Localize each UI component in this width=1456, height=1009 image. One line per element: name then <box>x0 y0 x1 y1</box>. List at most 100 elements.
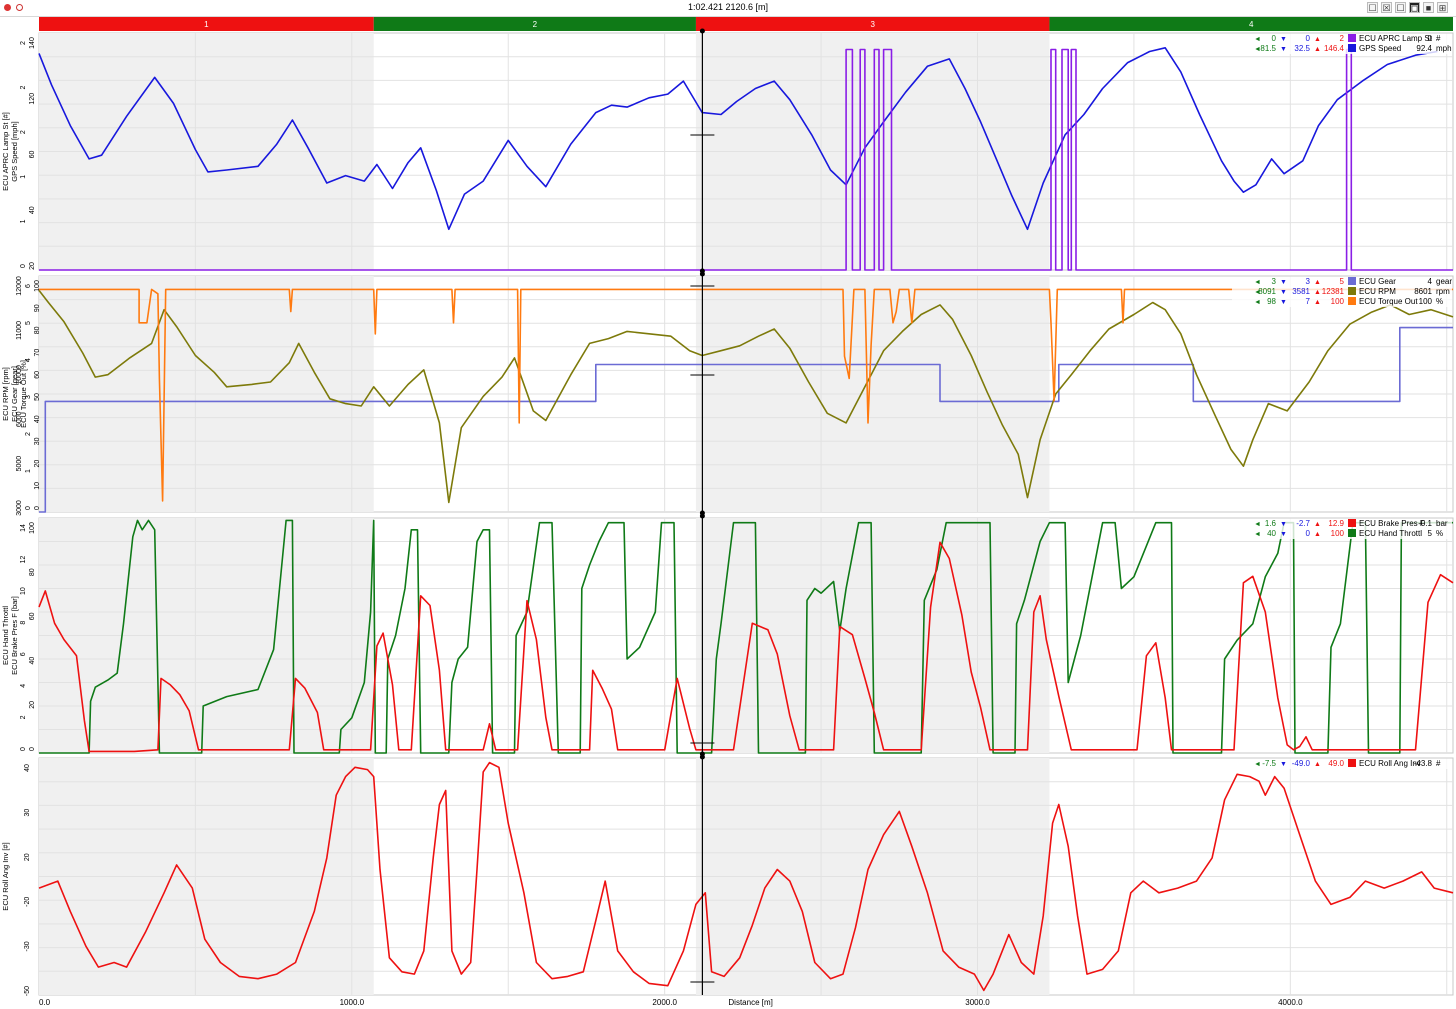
avg-arrow-icon: ▼ <box>1280 36 1287 43</box>
close-pane-icon[interactable]: ☒ <box>1381 2 1392 13</box>
y-tick-label: 40 <box>24 764 31 772</box>
y-tick-label: 3000 <box>16 500 23 516</box>
y-tick-label: 5 <box>25 321 32 325</box>
legend-unit: # <box>1436 759 1441 768</box>
record-icon[interactable] <box>4 4 11 11</box>
grid-icon[interactable]: ⊞ <box>1437 2 1448 13</box>
legend-avg: 3581 <box>1292 287 1310 296</box>
legend-value: -0.1 <box>1418 519 1432 528</box>
legend-name: ECU Hand Throttl <box>1359 529 1422 538</box>
series-line-ecu-gear <box>39 326 1453 513</box>
y-tick-label: 90 <box>34 304 41 312</box>
pane-1: ECU APRC Lamp St [#] GPS Speed [mph] 0 1 1 2 2… <box>1 32 1454 271</box>
min-arrow-icon: ◄ <box>1254 531 1261 538</box>
y-tick-label: 40 <box>29 206 36 214</box>
y-tick-label: 20 <box>29 262 36 270</box>
legend-swatch <box>1348 277 1356 285</box>
legend-bg <box>1232 297 1452 307</box>
y-tick-label: 3 <box>25 395 32 399</box>
legend-name: GPS Speed <box>1359 44 1401 53</box>
legend-min: 3 <box>1272 277 1277 286</box>
maximize-icon[interactable]: ☐ <box>1395 2 1406 13</box>
legend-swatch <box>1348 44 1356 52</box>
y-tick-label: 70 <box>34 349 41 357</box>
legend-avg: 0 <box>1306 34 1311 43</box>
legend: ◄ 0 ▼ 0 ▲ 2 ECU APRC Lamp St0 #◄ 81.5 ▼ 32.5 ▲ 146.4… <box>1232 34 1452 54</box>
y-axis-label: GPS Speed [mph] <box>10 121 19 181</box>
y-tick-label: 0 <box>20 747 27 751</box>
max-arrow-icon: ▲ <box>1314 36 1321 43</box>
legend-bg <box>1232 519 1452 529</box>
y-tick-label: 100 <box>29 522 36 534</box>
legend-unit: bar <box>1436 519 1448 528</box>
y-axis-label: ECU RPM [rpm] <box>1 367 10 421</box>
legend-bg <box>1232 759 1452 769</box>
y-tick-label: 0 <box>20 264 27 268</box>
min-arrow-icon: ◄ <box>1254 36 1261 43</box>
legend-value: 92.4 <box>1416 44 1432 53</box>
legend-min: 0 <box>1272 34 1277 43</box>
legend: ◄ 1.6 ▼ -2.7 ▲ 12.9 ECU Brake Pres F-0.1 bar ◄ 40… <box>1232 519 1452 539</box>
legend-min: 98 <box>1267 297 1276 306</box>
target-icon[interactable] <box>16 4 23 11</box>
y-axis-label: ECU APRC Lamp St [#] <box>1 112 10 191</box>
legend-avg: 3 <box>1306 277 1311 286</box>
sector-label-3: 3 <box>870 20 875 29</box>
y-tick-label: 60 <box>29 612 36 620</box>
y-tick-label: 30 <box>24 809 31 817</box>
series-line-ecu-aprc-lamp-st <box>39 48 1453 271</box>
y-tick-label: 40 <box>29 657 36 665</box>
legend-swatch <box>1348 34 1356 42</box>
legend-name: ECU Gear <box>1359 277 1396 286</box>
min-arrow-icon: ◄ <box>1254 279 1261 286</box>
y-tick-label: 10 <box>20 587 27 595</box>
series-line-gps-speed <box>38 47 1438 231</box>
legend-avg: -2.7 <box>1296 519 1310 528</box>
legend-max: 2 <box>1340 34 1345 43</box>
layout-icon[interactable]: ▣ <box>1409 2 1420 13</box>
legend-value: 5 <box>1428 529 1433 538</box>
legend-unit: mph <box>1436 44 1452 53</box>
y-tick-label: 0 <box>34 506 41 510</box>
legend: ◄ -7.5 ▼ -49.0 ▲ 49.0 ECU Roll Ang Inv-43.8 # <box>1232 759 1452 769</box>
sector-bar-4 <box>1049 17 1453 31</box>
y-tick-label: 4 <box>20 684 27 688</box>
series-line-ecu-hand-throttl <box>39 519 1453 754</box>
min-arrow-icon: ◄ <box>1254 521 1261 528</box>
legend-unit: # <box>1436 34 1441 43</box>
y-tick-label: -50 <box>24 986 31 996</box>
y-axis-label: ECU Roll Ang Inv [#] <box>1 842 10 910</box>
y-tick-label: 140 <box>29 37 36 49</box>
y-tick-label: 2 <box>20 86 27 90</box>
y-tick-label: 2 <box>20 41 27 45</box>
x-tick-label: 4000.0 <box>1278 998 1303 1007</box>
legend-max: 100 <box>1331 529 1345 538</box>
sector-bar-1 <box>39 17 374 31</box>
avg-arrow-icon: ▼ <box>1280 279 1287 286</box>
legend-avg: -49.0 <box>1292 759 1311 768</box>
x-tick-label: 3000.0 <box>965 998 990 1007</box>
min-arrow-icon: ◄ <box>1254 299 1261 306</box>
legend-name: ECU RPM <box>1359 287 1396 296</box>
x-tick-label: 1000.0 <box>340 998 365 1007</box>
legend-swatch <box>1348 529 1356 537</box>
legend-name: ECU Roll Ang Inv <box>1359 759 1421 768</box>
legend-value: 4 <box>1428 277 1433 286</box>
legend-value: -43.8 <box>1414 759 1433 768</box>
sector-label-4: 4 <box>1249 20 1254 29</box>
sector-bar-2 <box>373 17 696 31</box>
y-tick-label: 10000 <box>16 365 23 385</box>
stop-icon[interactable]: ■ <box>1423 2 1434 13</box>
y-tick-label: 12000 <box>16 276 23 296</box>
y-axis-label: ECU Brake Pres F [bar] <box>10 596 19 675</box>
legend-swatch <box>1348 759 1356 767</box>
legend-swatch <box>1348 287 1356 295</box>
legend-bg <box>1232 44 1452 54</box>
legend-min: 1.6 <box>1265 519 1277 528</box>
y-tick-label: -30 <box>24 941 31 951</box>
y-tick-label: 11000 <box>16 321 23 340</box>
y-tick-label: 2 <box>20 130 27 134</box>
series-line-ecu-brake-pres-f <box>38 541 1454 753</box>
restore-icon[interactable]: ☐ <box>1367 2 1378 13</box>
